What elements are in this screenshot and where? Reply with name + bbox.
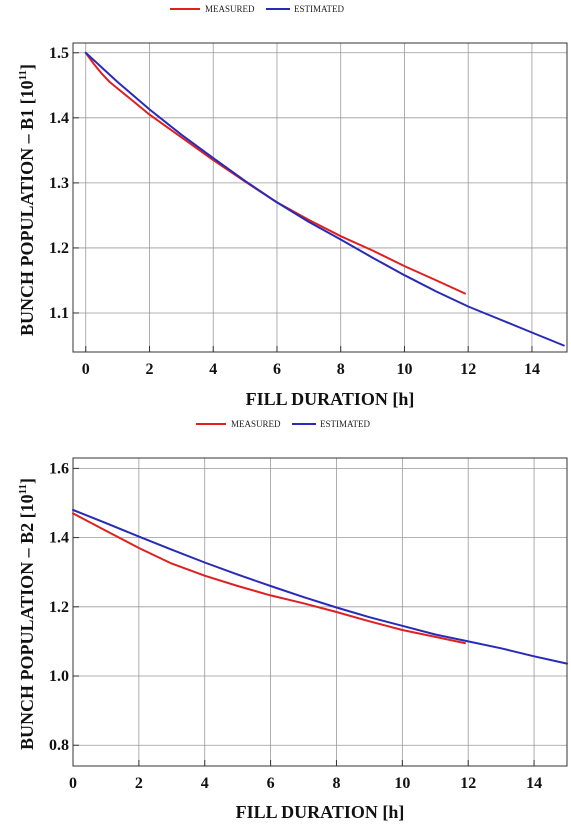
y-axis-title-main: BUNCH POPULATION – B2 [10 bbox=[17, 494, 37, 750]
ticks bbox=[72, 467, 535, 766]
legend: MEASURED ESTIMATED bbox=[196, 419, 370, 429]
y-tick-label: 1.2 bbox=[49, 240, 69, 257]
grid bbox=[72, 458, 567, 766]
series-group bbox=[72, 508, 568, 665]
y-axis-title: BUNCH POPULATION – B2 [1011] bbox=[17, 478, 37, 750]
x-tick-label: 10 bbox=[394, 775, 410, 792]
legend: MEASURED ESTIMATED bbox=[170, 4, 344, 14]
x-axis-title: FILL DURATION [h] bbox=[246, 389, 415, 409]
plot-frame bbox=[72, 42, 568, 353]
ticks bbox=[73, 52, 533, 352]
y-tick-label: 0.8 bbox=[49, 737, 69, 754]
legend-label-measured: MEASURED bbox=[205, 4, 255, 14]
chart-b2: MEASURED ESTIMATED 0 2 4 6 8 10 12 14 0.8 1.0 1.2… bbox=[17, 419, 568, 822]
y-tick-label: 1.1 bbox=[49, 305, 69, 322]
x-tick-label: 2 bbox=[135, 775, 143, 792]
y-tick-label: 1.5 bbox=[49, 45, 69, 62]
plot-frame bbox=[72, 457, 568, 767]
x-tick-label: 8 bbox=[337, 361, 345, 378]
y-tick-label: 1.4 bbox=[49, 530, 69, 547]
x-tick-label: 4 bbox=[209, 361, 217, 378]
x-tick-label: 12 bbox=[460, 775, 476, 792]
legend-label-estimated: ESTIMATED bbox=[320, 419, 370, 429]
x-tick-label: 14 bbox=[524, 361, 540, 378]
y-axis-title: BUNCH POPULATION – B1 [1011] bbox=[17, 64, 37, 336]
y-tick-label: 1.2 bbox=[49, 599, 69, 616]
y-axis-title-sup: 11 bbox=[17, 70, 29, 80]
y-tick-label: 1.3 bbox=[49, 175, 69, 192]
y-tick-label: 1.4 bbox=[49, 110, 69, 127]
x-tick-labels: 0 2 4 6 8 10 12 14 bbox=[69, 775, 542, 792]
series-line-measured bbox=[72, 512, 466, 645]
series-line-estimated bbox=[72, 508, 568, 665]
y-axis-title-end: ] bbox=[17, 64, 37, 70]
y-axis-title-sup: 11 bbox=[17, 484, 29, 494]
x-tick-label: 12 bbox=[460, 361, 476, 378]
y-axis-title-end: ] bbox=[17, 478, 37, 484]
x-tick-label: 8 bbox=[332, 775, 340, 792]
series-group bbox=[84, 51, 565, 347]
x-tick-label: 0 bbox=[69, 775, 77, 792]
legend-label-estimated: ESTIMATED bbox=[294, 4, 344, 14]
y-axis-title-main: BUNCH POPULATION – B1 [10 bbox=[17, 80, 37, 336]
chart-b1: MEASURED ESTIMATED 0 2 4 6 8 10 12 14 1.1 1.2 1.3… bbox=[17, 4, 568, 409]
y-tick-labels: 0.8 1.0 1.2 1.4 1.6 bbox=[49, 460, 69, 754]
x-tick-label: 0 bbox=[82, 361, 90, 378]
x-tick-label: 14 bbox=[526, 775, 542, 792]
y-tick-labels: 1.1 1.2 1.3 1.4 1.5 bbox=[49, 45, 69, 322]
x-axis-title: FILL DURATION [h] bbox=[236, 802, 405, 822]
series-line-measured bbox=[84, 51, 466, 295]
series-line-estimated bbox=[84, 51, 565, 347]
x-tick-label: 6 bbox=[267, 775, 275, 792]
y-tick-label: 1.0 bbox=[49, 668, 69, 685]
x-tick-label: 10 bbox=[396, 361, 412, 378]
grid bbox=[73, 43, 567, 352]
x-tick-labels: 0 2 4 6 8 10 12 14 bbox=[82, 361, 540, 378]
x-tick-label: 4 bbox=[201, 775, 209, 792]
x-tick-label: 2 bbox=[145, 361, 153, 378]
y-tick-label: 1.6 bbox=[49, 460, 69, 477]
x-tick-label: 6 bbox=[273, 361, 281, 378]
legend-label-measured: MEASURED bbox=[231, 419, 281, 429]
